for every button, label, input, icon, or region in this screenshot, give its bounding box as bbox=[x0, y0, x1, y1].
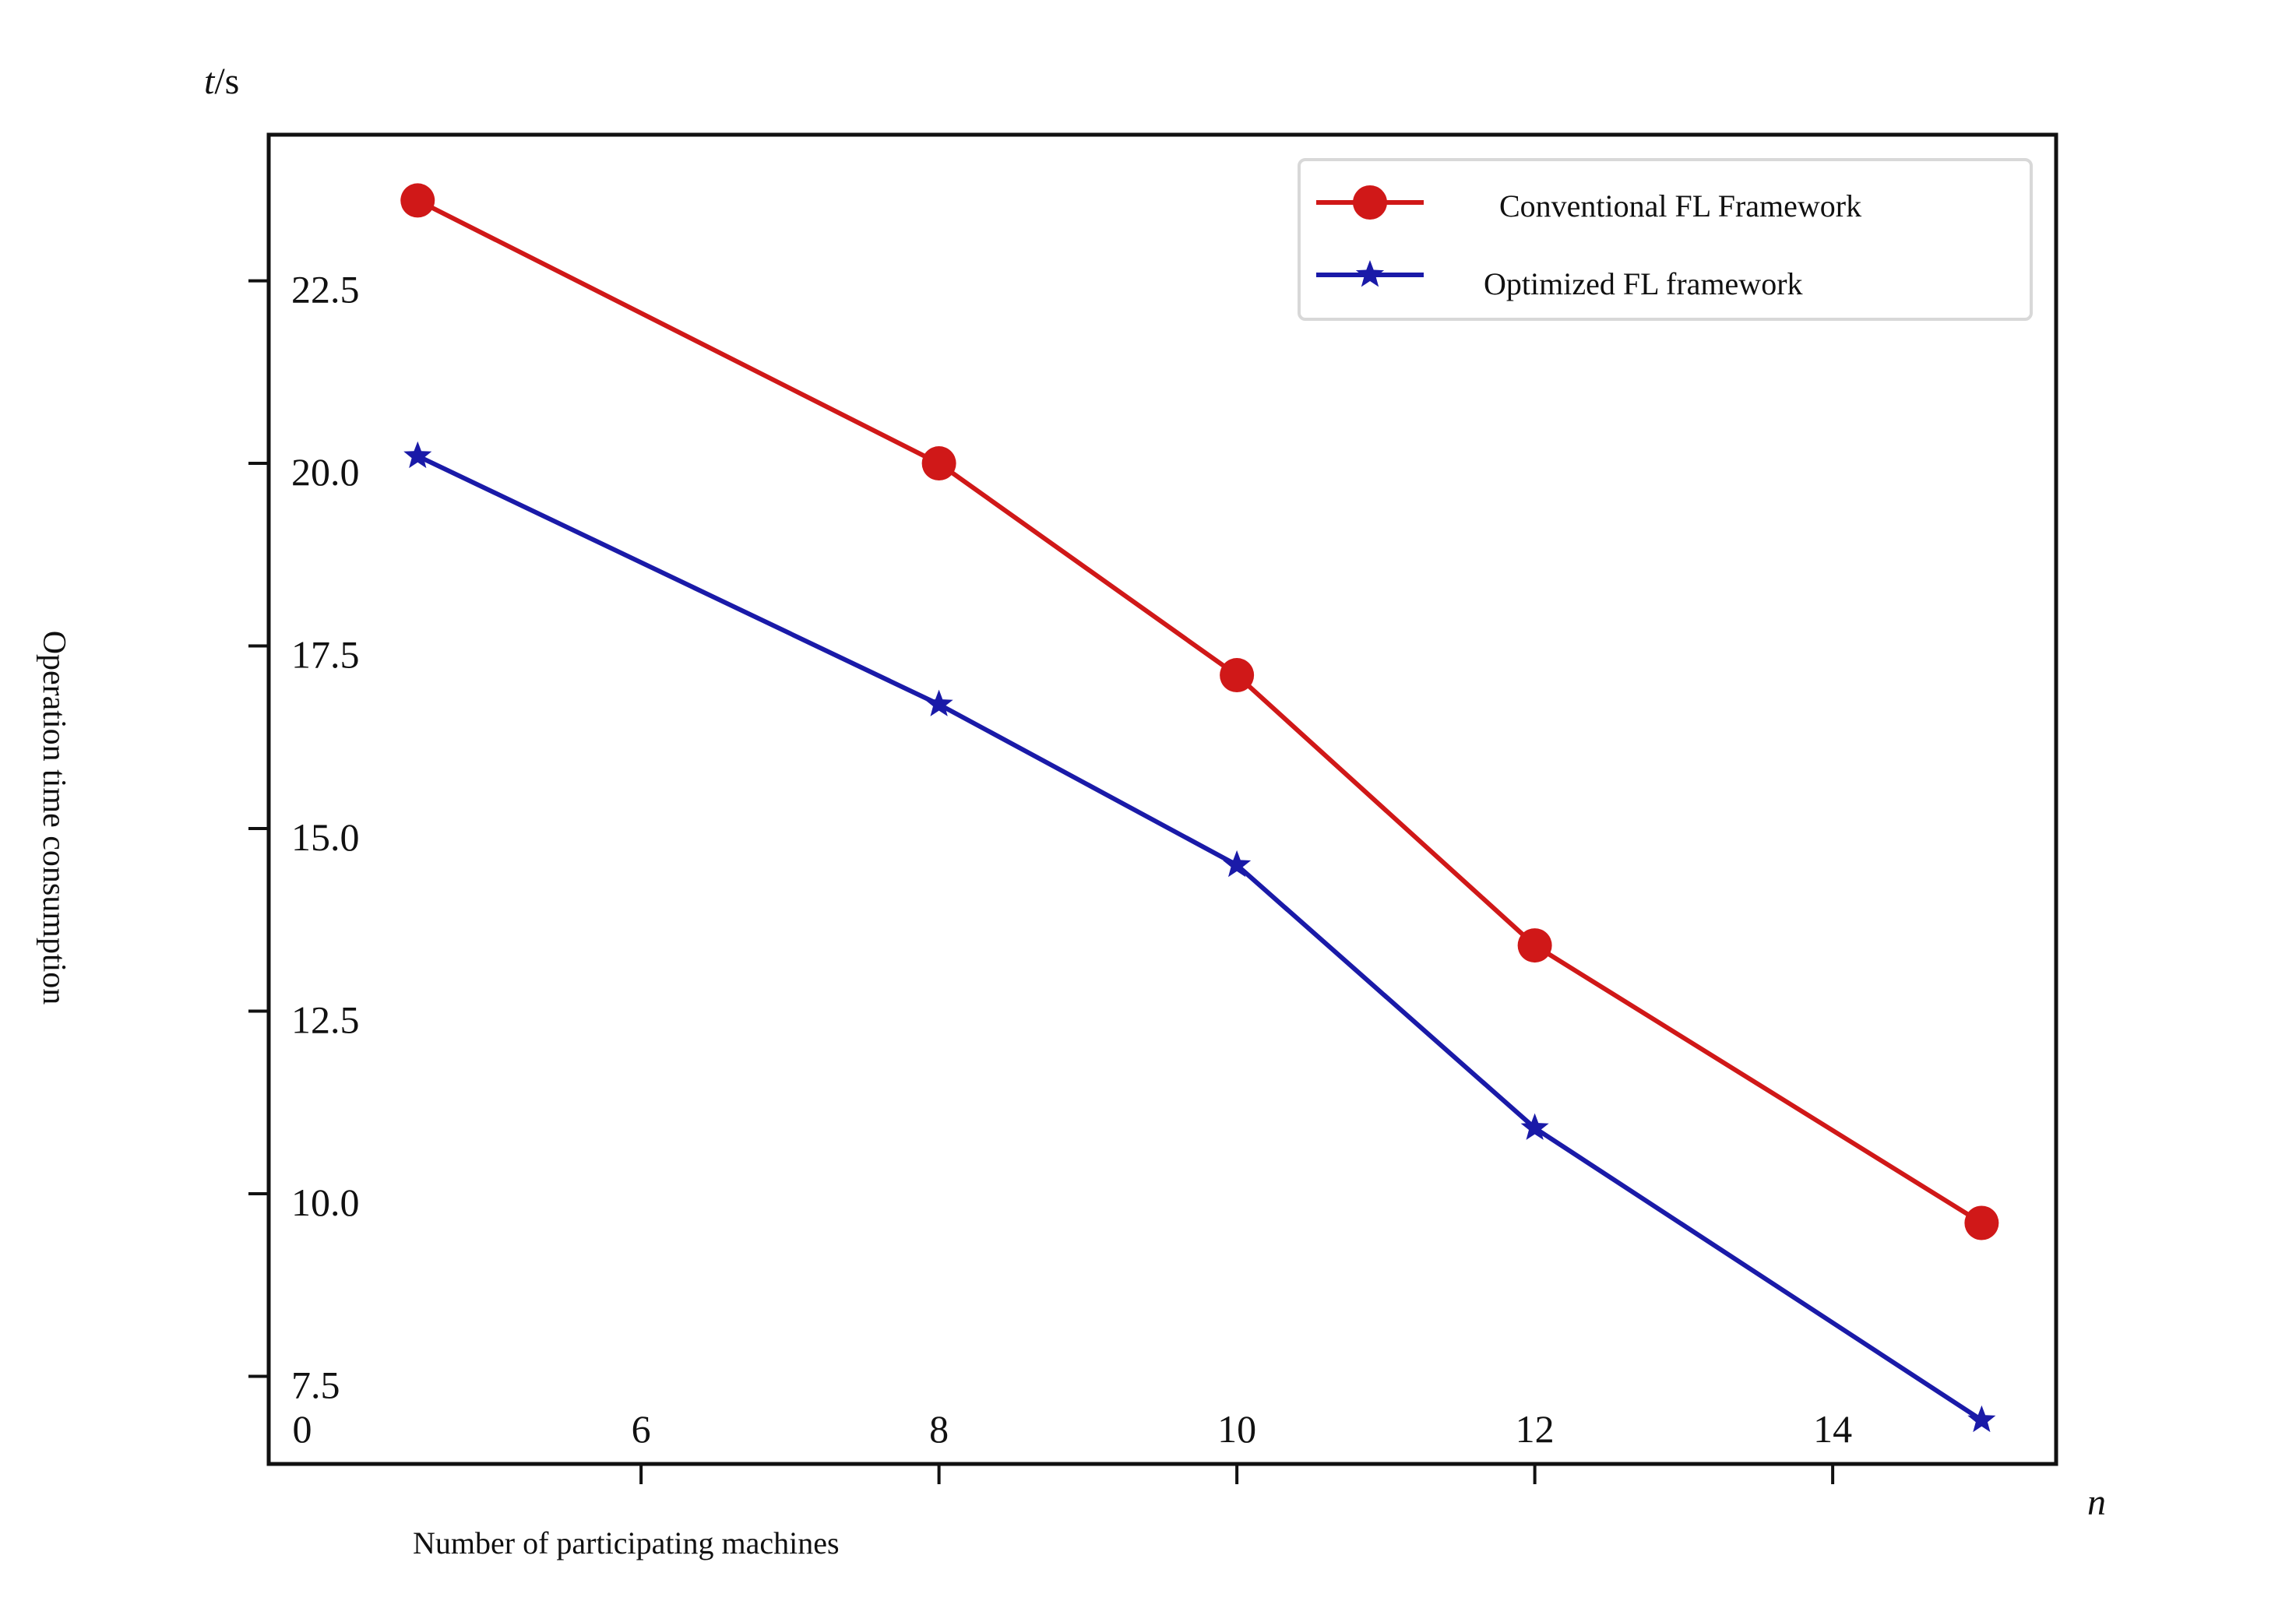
data-point-circle bbox=[1517, 928, 1552, 963]
series-line-1 bbox=[417, 453, 1984, 1423]
legend-marker-conventional bbox=[1353, 185, 1387, 220]
data-point-circle bbox=[1220, 658, 1255, 693]
y-tick-label: 20.0 bbox=[291, 450, 360, 494]
y-tick-label: 22.5 bbox=[291, 268, 360, 311]
legend-box bbox=[1298, 158, 2033, 321]
plot-frame bbox=[266, 132, 2058, 1466]
data-point-star bbox=[403, 441, 432, 469]
data-point-star bbox=[924, 689, 953, 716]
y-tick-label: 12.5 bbox=[291, 998, 360, 1041]
data-point-star bbox=[1967, 1405, 1996, 1433]
data-point-circle bbox=[400, 183, 435, 218]
y-unit-italic: t bbox=[204, 61, 216, 102]
origin-label: 0 bbox=[293, 1407, 312, 1451]
y-tick-label: 17.5 bbox=[291, 633, 360, 677]
data-point-circle bbox=[921, 446, 956, 481]
legend: Conventional FL Framework Optimized FL f… bbox=[1298, 158, 2033, 321]
data-point-star bbox=[1223, 850, 1252, 878]
x-ticks: 6 8 10 12 14 bbox=[632, 1407, 1852, 1484]
x-unit-label: n bbox=[2087, 1482, 2106, 1523]
x-tick-label: 14 bbox=[1813, 1407, 1852, 1451]
x-tick-label: 6 bbox=[632, 1407, 651, 1451]
y-unit-label: t/s bbox=[204, 61, 239, 102]
y-unit-rest: /s bbox=[214, 61, 239, 102]
x-tick-label: 12 bbox=[1516, 1407, 1555, 1451]
legend-marker-optimized bbox=[1355, 260, 1385, 287]
y-tick-label: 7.5 bbox=[291, 1363, 340, 1406]
data-point-circle bbox=[1964, 1205, 1999, 1240]
y-tick-label: 10.0 bbox=[291, 1181, 360, 1224]
legend-label-conventional: Conventional FL Framework bbox=[1499, 188, 1861, 223]
x-tick-label: 8 bbox=[929, 1407, 949, 1451]
y-tick-label: 15.0 bbox=[291, 815, 360, 859]
series-line-0 bbox=[416, 198, 1983, 1226]
y-ticks: 7.5 10.0 12.5 15.0 17.5 20.0 22.5 bbox=[248, 268, 360, 1406]
legend-label-optimized: Optimized FL framework bbox=[1484, 266, 1803, 301]
y-axis-title: Operation time consumption bbox=[36, 631, 72, 1005]
data-point-star bbox=[1520, 1113, 1549, 1140]
series-group bbox=[400, 183, 1999, 1433]
x-axis-title: Number of participating machines bbox=[413, 1525, 840, 1561]
x-tick-label: 10 bbox=[1217, 1407, 1256, 1451]
